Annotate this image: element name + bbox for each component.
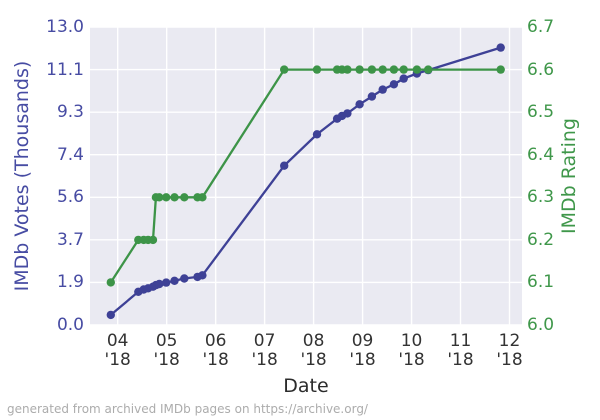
rating-data-point [312, 65, 322, 74]
votes-data-point [280, 161, 289, 170]
votes-line [110, 46, 502, 316]
y-tick-label-left: 3.7 [56, 229, 84, 250]
x-tick-label: 05'18 [153, 331, 180, 370]
x-tick-label: 08'18 [300, 331, 327, 370]
y-tick-label-left: 11.1 [46, 59, 84, 80]
rating-data-point [399, 65, 408, 74]
rating-data-point [180, 193, 189, 202]
x-tick-label: 04'18 [104, 331, 131, 370]
rating-data-point [424, 65, 433, 74]
votes-data-point [378, 85, 387, 94]
left-axis-label: IMDb Votes (Thousands) [11, 60, 33, 292]
votes-data-point [170, 276, 179, 285]
rating-data-point [170, 193, 179, 202]
rating-data-point [367, 65, 377, 74]
x-tick-label: 10'18 [398, 331, 425, 370]
y-tick-label-right: 6.4 [527, 144, 555, 165]
rating-data-point [155, 193, 164, 202]
y-tick-label-right: 6.0 [527, 315, 555, 335]
y-tick-label-right: 6.6 [527, 59, 555, 80]
x-tick-label: 06'18 [202, 331, 229, 370]
x-tick-label: 09'18 [349, 331, 376, 370]
right-axis-label: IMDb Rating [558, 118, 580, 234]
votes-data-point [198, 271, 207, 280]
rating-data-point [198, 193, 207, 202]
x-axis-label: Date [283, 375, 329, 397]
votes-data-point [355, 100, 364, 109]
rating-data-point [280, 65, 289, 74]
y-tick-label-left: 13.0 [46, 17, 84, 37]
y-tick-label-right: 6.2 [527, 229, 555, 250]
x-tick-label: 12'18 [496, 331, 523, 370]
rating-line [109, 68, 501, 284]
y-tick-label-right: 6.7 [527, 17, 555, 37]
footer-note: generated from archived IMDb pages on ht… [7, 402, 368, 416]
votes-data-point [162, 278, 171, 287]
rating-data-point [106, 278, 115, 287]
rating-data-point [378, 65, 387, 74]
y-tick-label-right: 6.5 [527, 102, 555, 123]
y-tick-label-left: 7.4 [56, 144, 84, 165]
votes-data-point [389, 80, 399, 89]
rating-data-point [148, 235, 158, 245]
votes-data-point [496, 43, 505, 52]
votes-data-point [180, 274, 189, 283]
x-tick-label: 07'18 [251, 331, 278, 370]
votes-data-point [343, 109, 352, 118]
votes-data-point [312, 130, 322, 139]
y-tick-label-left: 1.9 [56, 272, 84, 293]
rating-data-point [496, 65, 505, 74]
y-tick-label-right: 6.3 [527, 187, 555, 208]
votes-data-point [367, 92, 377, 101]
y-tick-label-left: 0.0 [56, 315, 84, 335]
rating-data-point [162, 193, 171, 202]
x-tick-label: 11'18 [447, 331, 474, 370]
y-tick-label-right: 6.1 [527, 272, 555, 293]
votes-data-point [399, 74, 408, 83]
rating-data-point [355, 65, 364, 74]
rating-data-point [343, 65, 352, 74]
votes-data-point [106, 310, 115, 320]
y-tick-label-left: 5.6 [56, 187, 84, 208]
rating-data-point [412, 65, 422, 74]
plot-area [90, 27, 522, 325]
y-tick-label-left: 9.3 [56, 102, 84, 123]
rating-data-point [389, 65, 399, 74]
plot-canvas [90, 27, 522, 325]
votes-data-point [155, 279, 164, 289]
